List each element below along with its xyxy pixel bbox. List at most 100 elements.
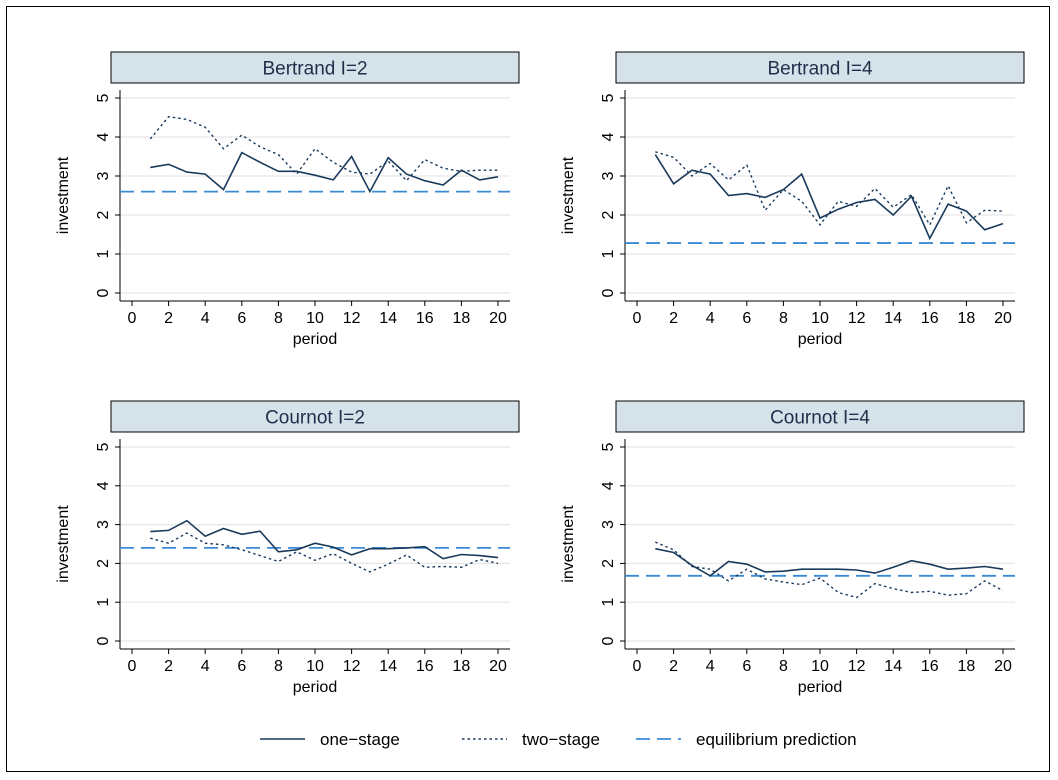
y-axis-label: investment xyxy=(560,156,577,234)
x-tick-label: 8 xyxy=(779,310,788,327)
x-tick-label: 4 xyxy=(706,310,715,327)
panel-title: Cournot I=4 xyxy=(770,408,870,429)
x-tick-label: 6 xyxy=(237,658,246,675)
y-tick-label: 5 xyxy=(95,93,112,102)
x-tick-label: 4 xyxy=(201,310,210,327)
y-tick-label: 5 xyxy=(95,442,112,451)
x-tick-label: 0 xyxy=(128,658,137,675)
y-tick-label: 2 xyxy=(95,559,112,568)
panel-title: Bertrand I=4 xyxy=(767,59,873,80)
y-tick-label: 0 xyxy=(600,636,617,645)
y-tick-label: 0 xyxy=(600,288,617,297)
series-line-one-stage xyxy=(150,519,499,560)
x-tick-label: 6 xyxy=(742,658,751,675)
x-tick-label: 18 xyxy=(958,310,976,327)
series-line-one-stage xyxy=(150,151,499,194)
y-tick-label: 1 xyxy=(95,249,112,258)
x-tick-label: 18 xyxy=(453,658,471,675)
x-axis-label: period xyxy=(798,331,842,348)
x-tick-label: 16 xyxy=(416,658,434,675)
x-tick-label: 6 xyxy=(742,310,751,327)
y-axis-label: investment xyxy=(55,505,72,583)
x-tick-label: 2 xyxy=(164,310,173,327)
x-tick-label: 14 xyxy=(884,310,902,327)
x-tick-label: 12 xyxy=(848,658,866,675)
x-tick-label: 4 xyxy=(706,658,715,675)
y-tick-label: 3 xyxy=(600,171,617,180)
x-tick-label: 14 xyxy=(379,658,397,675)
x-tick-label: 16 xyxy=(416,310,434,327)
x-tick-label: 10 xyxy=(811,310,829,327)
x-tick-label: 12 xyxy=(848,310,866,327)
x-tick-label: 6 xyxy=(237,310,246,327)
x-tick-label: 14 xyxy=(884,658,902,675)
y-tick-label: 1 xyxy=(95,598,112,607)
x-tick-label: 0 xyxy=(633,310,642,327)
y-tick-label: 3 xyxy=(95,520,112,529)
x-tick-label: 8 xyxy=(274,658,283,675)
x-axis-label: period xyxy=(293,679,337,696)
y-axis-label: investment xyxy=(55,156,72,234)
y-tick-label: 3 xyxy=(600,520,617,529)
x-tick-label: 16 xyxy=(921,658,939,675)
y-tick-label: 4 xyxy=(600,481,617,490)
y-tick-label: 4 xyxy=(95,481,112,490)
y-tick-label: 4 xyxy=(95,132,112,141)
legend-label: one−stage xyxy=(320,730,400,749)
x-tick-label: 20 xyxy=(489,658,507,675)
x-tick-label: 2 xyxy=(164,658,173,675)
x-tick-label: 2 xyxy=(669,658,678,675)
y-tick-label: 0 xyxy=(95,288,112,297)
y-tick-label: 1 xyxy=(600,249,617,258)
x-tick-label: 4 xyxy=(201,658,210,675)
x-tick-label: 8 xyxy=(274,310,283,327)
x-tick-label: 18 xyxy=(453,310,471,327)
x-tick-label: 20 xyxy=(994,658,1012,675)
series-line-two-stage xyxy=(655,151,1004,227)
x-tick-label: 10 xyxy=(306,658,324,675)
y-tick-label: 2 xyxy=(95,210,112,219)
y-tick-label: 3 xyxy=(95,171,112,180)
x-tick-label: 18 xyxy=(958,658,976,675)
x-tick-label: 20 xyxy=(994,310,1012,327)
x-tick-label: 16 xyxy=(921,310,939,327)
y-tick-label: 2 xyxy=(600,210,617,219)
series-line-one-stage xyxy=(654,154,1004,241)
y-tick-label: 1 xyxy=(600,598,617,607)
x-tick-label: 2 xyxy=(669,310,678,327)
series-line-two-stage xyxy=(150,532,499,573)
y-tick-label: 5 xyxy=(600,93,617,102)
y-tick-label: 4 xyxy=(600,132,617,141)
series-line-one-stage xyxy=(655,547,1004,577)
x-tick-label: 8 xyxy=(779,658,788,675)
legend-label: equilibrium prediction xyxy=(696,730,857,749)
series-line-two-stage xyxy=(149,115,498,182)
x-tick-label: 12 xyxy=(343,310,361,327)
legend-label: two−stage xyxy=(522,730,600,749)
x-axis-label: period xyxy=(798,679,842,696)
x-tick-label: 0 xyxy=(128,310,137,327)
legend: one−stage two−stage equilibrium prediction xyxy=(260,730,857,749)
series-line-two-stage xyxy=(655,541,1004,599)
y-tick-label: 0 xyxy=(95,636,112,645)
y-tick-label: 5 xyxy=(600,442,617,451)
x-tick-label: 12 xyxy=(343,658,361,675)
x-axis-label: period xyxy=(293,331,337,348)
panel-title-band xyxy=(110,400,520,433)
x-tick-label: 10 xyxy=(811,658,829,675)
panel-title-band xyxy=(110,51,520,84)
x-tick-label: 10 xyxy=(306,310,324,327)
panel-title: Bertrand I=2 xyxy=(262,59,367,80)
y-axis-label: investment xyxy=(560,505,577,583)
x-tick-label: 0 xyxy=(633,658,642,675)
y-tick-label: 2 xyxy=(600,559,617,568)
panel-title: Cournot I=2 xyxy=(265,408,365,429)
x-tick-label: 20 xyxy=(489,310,507,327)
panel-title-band xyxy=(615,400,1025,433)
x-tick-label: 14 xyxy=(379,310,397,327)
